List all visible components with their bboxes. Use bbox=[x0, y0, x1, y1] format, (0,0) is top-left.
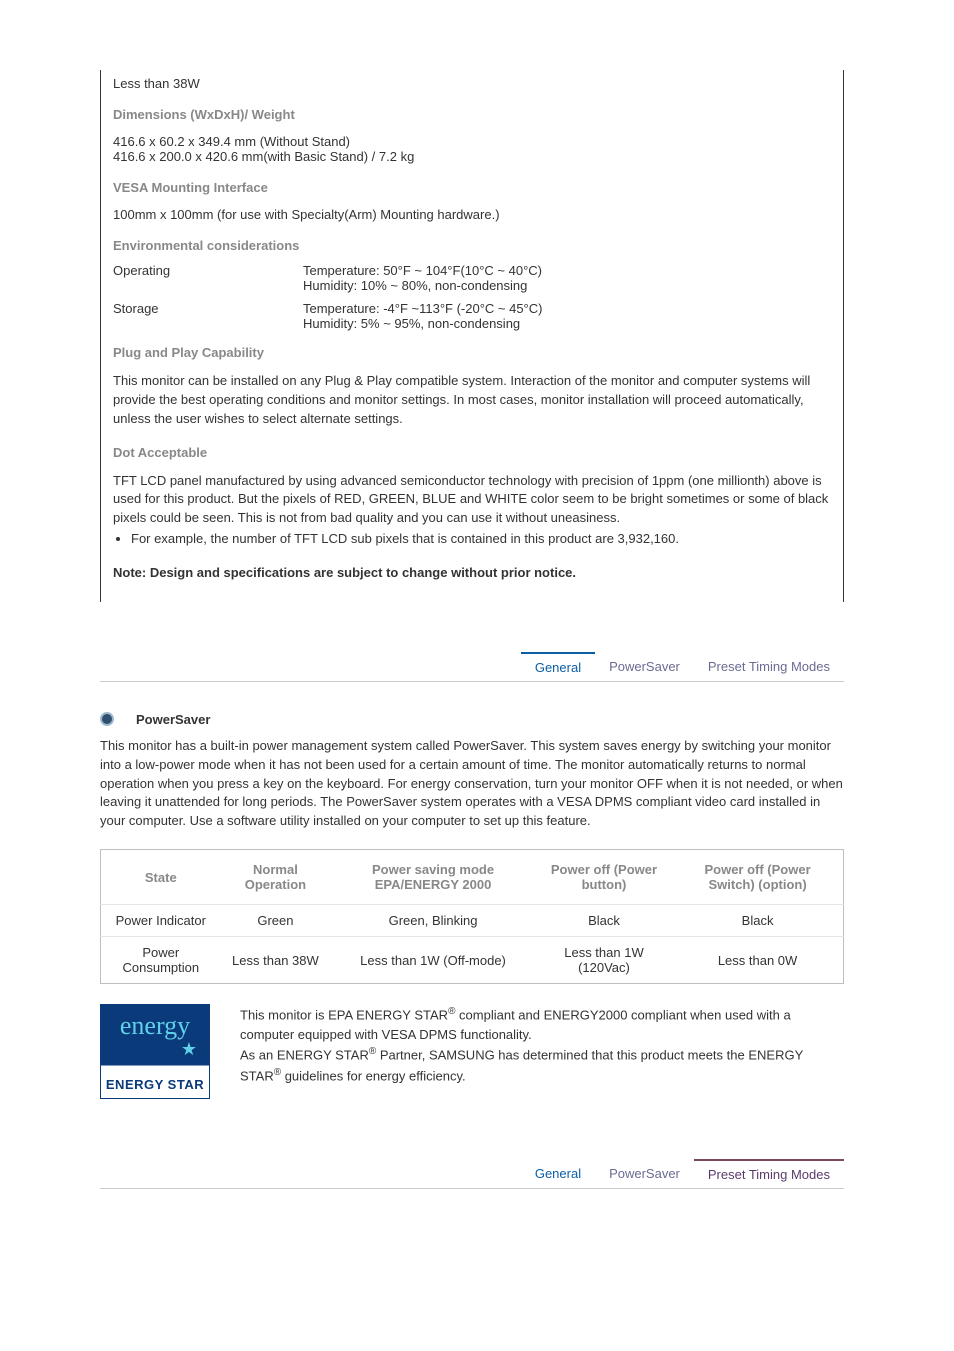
env-operating-label: Operating bbox=[113, 263, 303, 293]
cell-c2: Less than 1W (Off-mode) bbox=[330, 937, 536, 984]
pnp-text: This monitor can be installed on any Plu… bbox=[113, 366, 831, 435]
powersaver-section-head: PowerSaver bbox=[100, 712, 844, 727]
powersaver-title: PowerSaver bbox=[136, 712, 210, 727]
table-row: Power Indicator Green Green, Blinking Bl… bbox=[101, 905, 844, 937]
dot-text: TFT LCD panel manufactured by using adva… bbox=[113, 466, 831, 555]
energy-star-logo: energy ★ ENERGY STAR bbox=[100, 1004, 210, 1099]
energy-star-description: This monitor is EPA ENERGY STAR® complia… bbox=[240, 1004, 844, 1086]
design-note: Note: Design and specifications are subj… bbox=[113, 555, 831, 590]
th-state: State bbox=[101, 850, 221, 905]
env-st-line1: Temperature: -4°F ~113°F (-20°C ~ 45°C) bbox=[303, 301, 831, 316]
estar-p2c: guidelines for energy efficiency. bbox=[281, 1069, 466, 1084]
tab-general[interactable]: General bbox=[521, 1159, 595, 1188]
star-icon: ★ bbox=[181, 1039, 197, 1060]
env-op-line2: Humidity: 10% ~ 80%, non-condensing bbox=[303, 278, 831, 293]
tab-preset-timing[interactable]: Preset Timing Modes bbox=[694, 1159, 844, 1188]
env-operating-value: Temperature: 50°F ~ 104°F(10°C ~ 40°C) H… bbox=[303, 263, 831, 293]
env-storage-row: Storage Temperature: -4°F ~113°F (-20°C … bbox=[113, 297, 831, 335]
tab-preset-timing[interactable]: Preset Timing Modes bbox=[694, 652, 844, 681]
env-operating-row: Operating Temperature: 50°F ~ 104°F(10°C… bbox=[113, 259, 831, 297]
th-off-switch: Power off (Power Switch) (option) bbox=[672, 850, 843, 905]
tab-general[interactable]: General bbox=[521, 652, 595, 681]
cell-c2: Green, Blinking bbox=[330, 905, 536, 937]
energy-star-script: energy bbox=[101, 1013, 209, 1039]
env-st-line2: Humidity: 5% ~ 95%, non-condensing bbox=[303, 316, 831, 331]
cell-c4: Black bbox=[672, 905, 843, 937]
vesa-heading: VESA Mounting Interface bbox=[113, 170, 831, 201]
dimensions-heading: Dimensions (WxDxH)/ Weight bbox=[113, 97, 831, 128]
dot-bullet-list: For example, the number of TFT LCD sub p… bbox=[113, 530, 831, 549]
spec-table: Less than 38W Dimensions (WxDxH)/ Weight… bbox=[100, 70, 844, 602]
dim-line2: 416.6 x 200.0 x 420.6 mm(with Basic Stan… bbox=[113, 149, 831, 164]
dimensions-value: 416.6 x 60.2 x 349.4 mm (Without Stand) … bbox=[113, 128, 831, 170]
estar-p2a: As an ENERGY STAR bbox=[240, 1048, 369, 1063]
env-heading: Environmental considerations bbox=[113, 228, 831, 259]
cell-c3: Black bbox=[536, 905, 672, 937]
cell-label: Power Indicator bbox=[101, 905, 221, 937]
energy-star-block: energy ★ ENERGY STAR This monitor is EPA… bbox=[100, 1004, 844, 1099]
page: Less than 38W Dimensions (WxDxH)/ Weight… bbox=[0, 0, 954, 1351]
cell-c1: Less than 38W bbox=[221, 937, 331, 984]
estar-p1a: This monitor is EPA ENERGY STAR bbox=[240, 1007, 448, 1022]
tabs-row-2: General PowerSaver Preset Timing Modes bbox=[100, 1159, 844, 1189]
th-normal: Normal Operation bbox=[221, 850, 331, 905]
cell-c4: Less than 0W bbox=[672, 937, 843, 984]
tab-powersaver[interactable]: PowerSaver bbox=[595, 1159, 694, 1188]
cell-label: Power Consumption bbox=[101, 937, 221, 984]
dot-bullet: For example, the number of TFT LCD sub p… bbox=[131, 530, 831, 549]
tabs-row-1: General PowerSaver Preset Timing Modes bbox=[100, 652, 844, 682]
energy-star-label: ENERGY STAR bbox=[106, 1071, 204, 1098]
pnp-heading: Plug and Play Capability bbox=[113, 335, 831, 366]
powersaver-table: State Normal Operation Power saving mode… bbox=[100, 849, 844, 984]
power-value: Less than 38W bbox=[113, 70, 831, 97]
dot-para: TFT LCD panel manufactured by using adva… bbox=[113, 473, 828, 526]
dim-line1: 416.6 x 60.2 x 349.4 mm (Without Stand) bbox=[113, 134, 831, 149]
th-saving: Power saving mode EPA/ENERGY 2000 bbox=[330, 850, 536, 905]
bullet-icon bbox=[100, 712, 114, 726]
dot-heading: Dot Acceptable bbox=[113, 435, 831, 466]
th-off-button: Power off (Power button) bbox=[536, 850, 672, 905]
env-storage-label: Storage bbox=[113, 301, 303, 331]
vesa-value: 100mm x 100mm (for use with Specialty(Ar… bbox=[113, 201, 831, 228]
reg-icon: ® bbox=[274, 1067, 281, 1078]
tab-powersaver[interactable]: PowerSaver bbox=[595, 652, 694, 681]
env-storage-value: Temperature: -4°F ~113°F (-20°C ~ 45°C) … bbox=[303, 301, 831, 331]
cell-c3: Less than 1W (120Vac) bbox=[536, 937, 672, 984]
env-op-line1: Temperature: 50°F ~ 104°F(10°C ~ 40°C) bbox=[303, 263, 831, 278]
table-row: Power Consumption Less than 38W Less tha… bbox=[101, 937, 844, 984]
cell-c1: Green bbox=[221, 905, 331, 937]
table-header-row: State Normal Operation Power saving mode… bbox=[101, 850, 844, 905]
powersaver-intro: This monitor has a built-in power manage… bbox=[100, 737, 844, 831]
